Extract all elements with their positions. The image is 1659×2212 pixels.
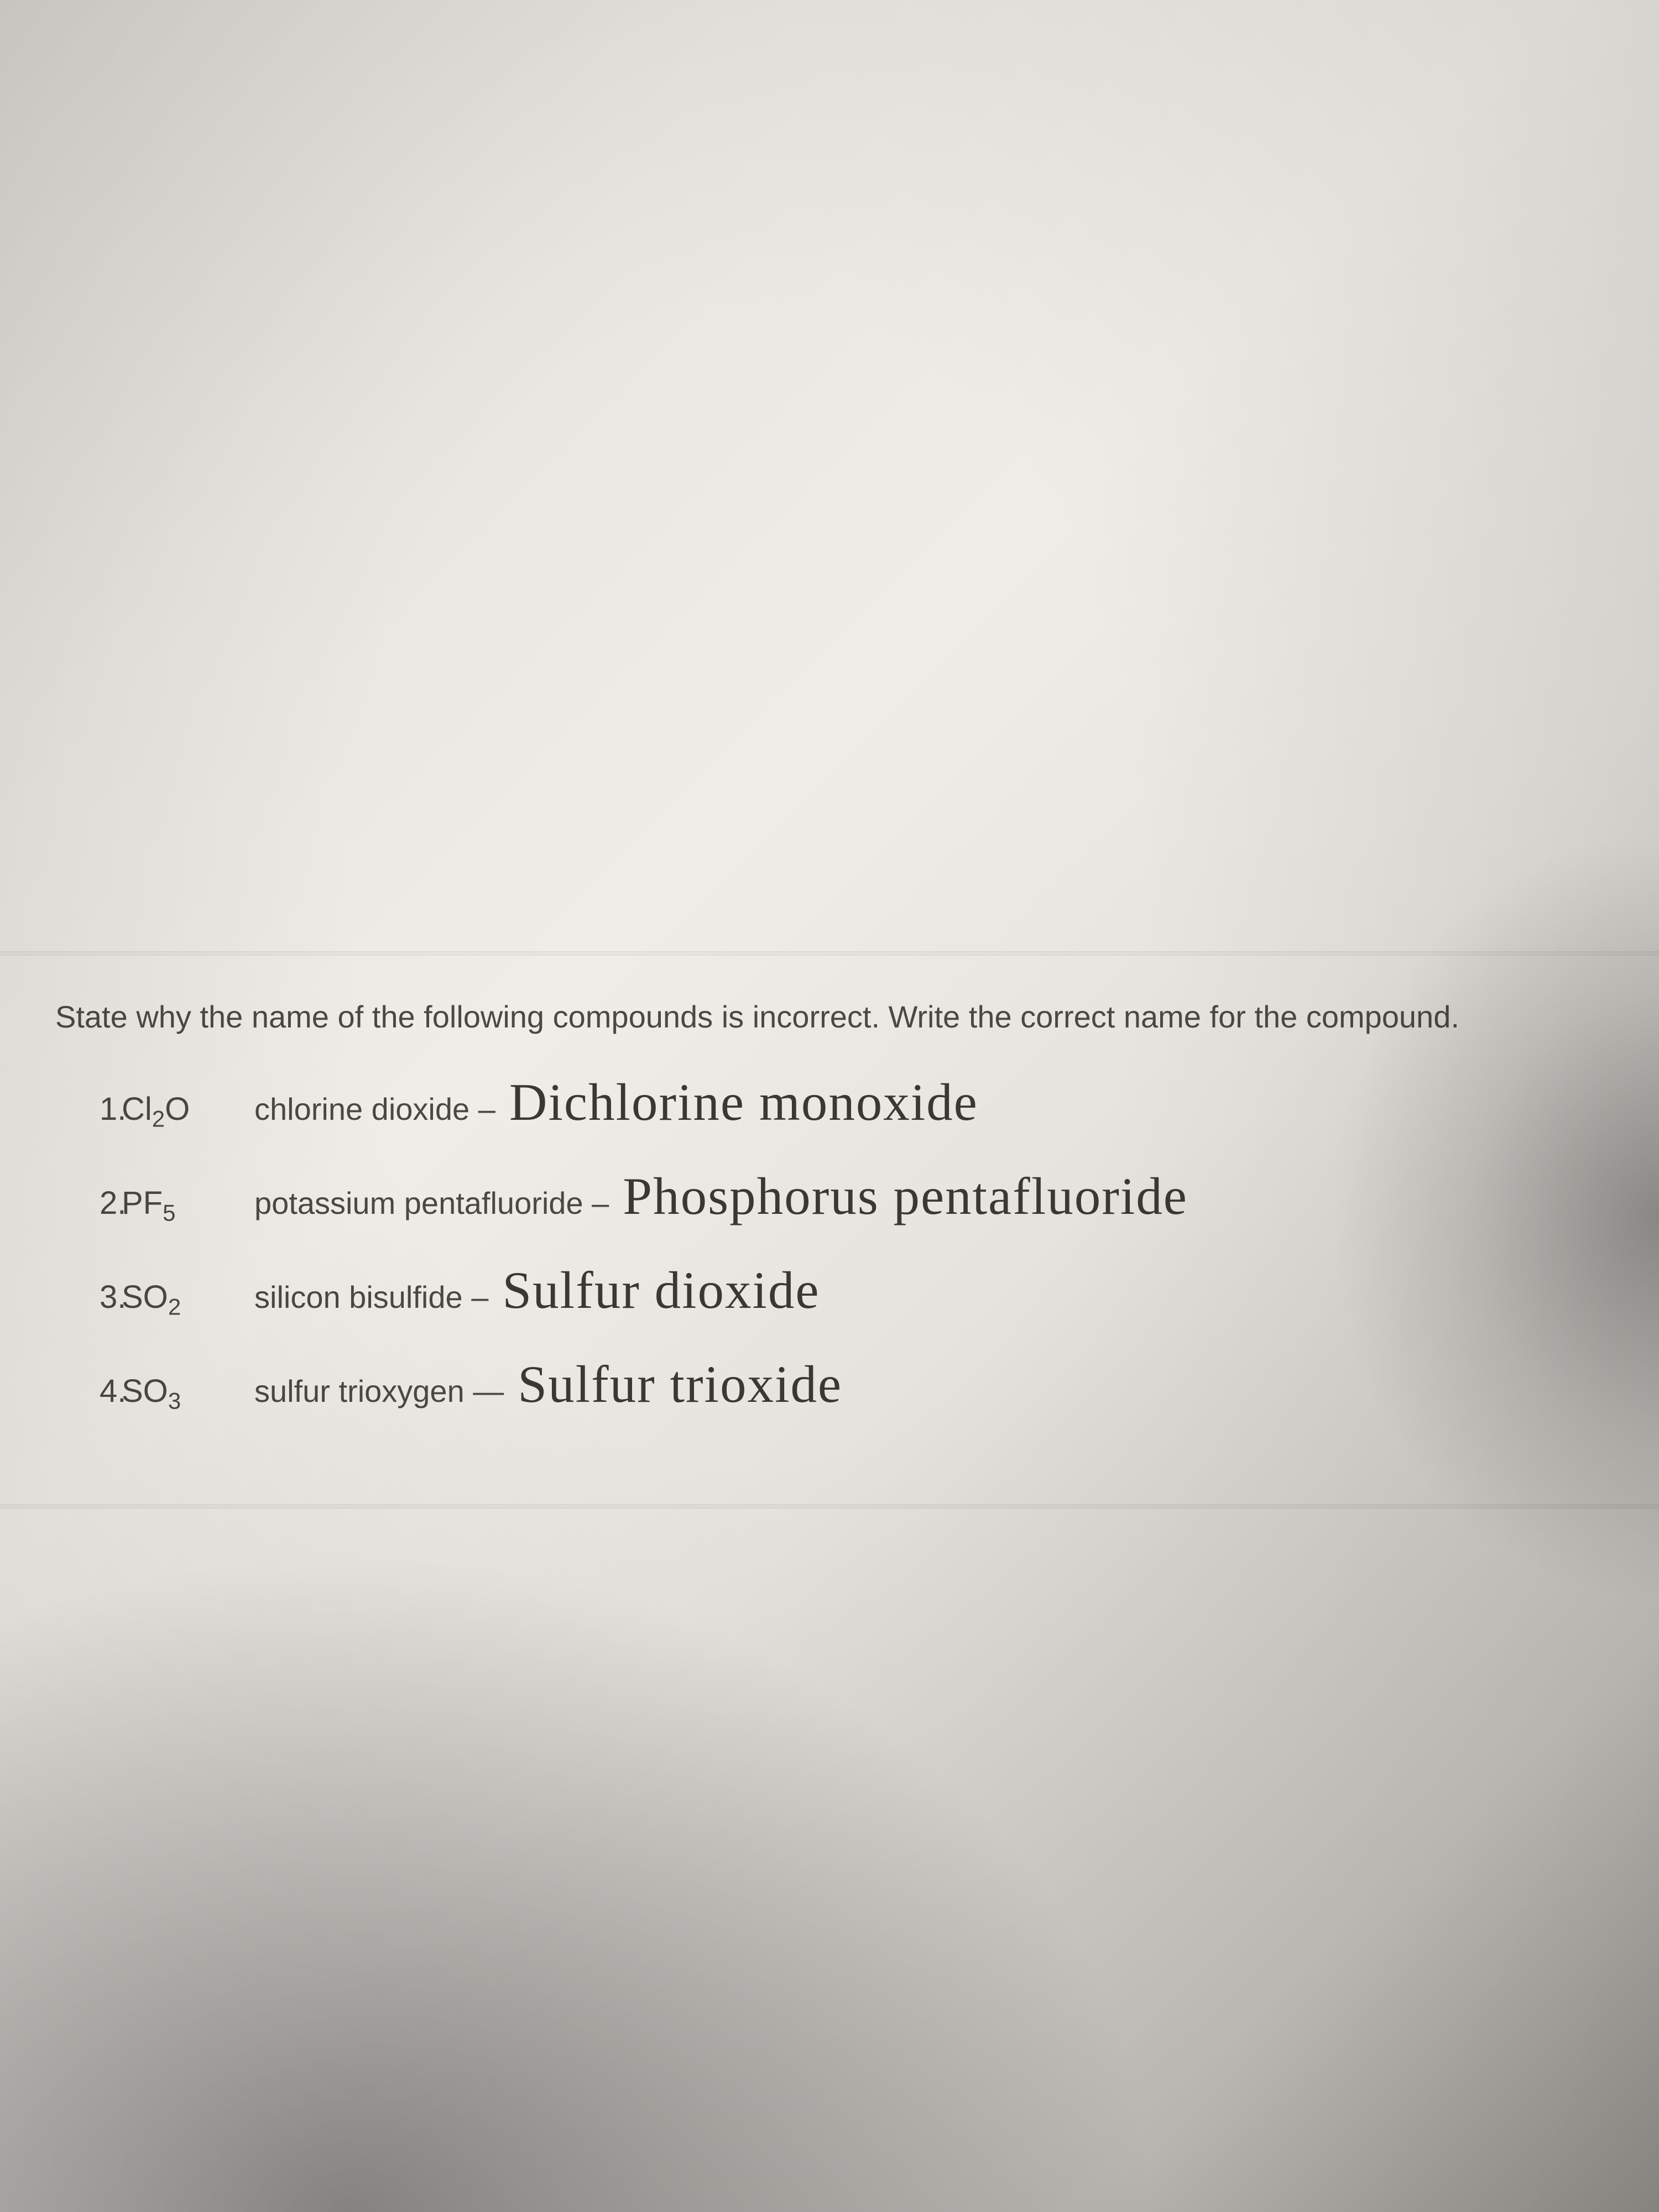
- item-number: 3.: [55, 1279, 122, 1316]
- given-incorrect-name: chlorine dioxide –: [254, 1091, 495, 1127]
- handwritten-answer: Dichlorine monoxide: [509, 1072, 978, 1133]
- item-number: 4.: [55, 1373, 122, 1410]
- question-row: 3. SO2 silicon bisulfide – Sulfur dioxid…: [55, 1260, 1548, 1337]
- paper-fold-upper: [0, 951, 1659, 956]
- handwritten-answer: Phosphorus pentafluoride: [623, 1166, 1188, 1227]
- chemical-formula: SO2: [122, 1279, 254, 1321]
- worksheet-paper: State why the name of the following comp…: [0, 0, 1659, 2212]
- item-number: 1.: [55, 1091, 122, 1128]
- question-row: 2. PF5 potassium pentafluoride – Phospho…: [55, 1166, 1548, 1243]
- chemical-formula: PF5: [122, 1185, 254, 1227]
- worksheet-content: State why the name of the following comp…: [55, 995, 1548, 1448]
- given-incorrect-name: potassium pentafluoride –: [254, 1185, 609, 1221]
- instructions-text: State why the name of the following comp…: [55, 995, 1548, 1039]
- shadow-bottom: [0, 1548, 1161, 2212]
- question-row: 1. Cl2O chlorine dioxide – Dichlorine mo…: [55, 1072, 1548, 1149]
- given-incorrect-name: sulfur trioxygen —: [254, 1373, 504, 1409]
- given-incorrect-name: silicon bisulfide –: [254, 1279, 488, 1315]
- paper-fold-lower: [0, 1504, 1659, 1509]
- chemical-formula: Cl2O: [122, 1091, 254, 1133]
- handwritten-answer: Sulfur trioxide: [518, 1354, 842, 1415]
- item-number: 2.: [55, 1185, 122, 1222]
- chemical-formula: SO3: [122, 1373, 254, 1415]
- question-row: 4. SO3 sulfur trioxygen — Sulfur trioxid…: [55, 1354, 1548, 1431]
- handwritten-answer: Sulfur dioxide: [502, 1260, 820, 1321]
